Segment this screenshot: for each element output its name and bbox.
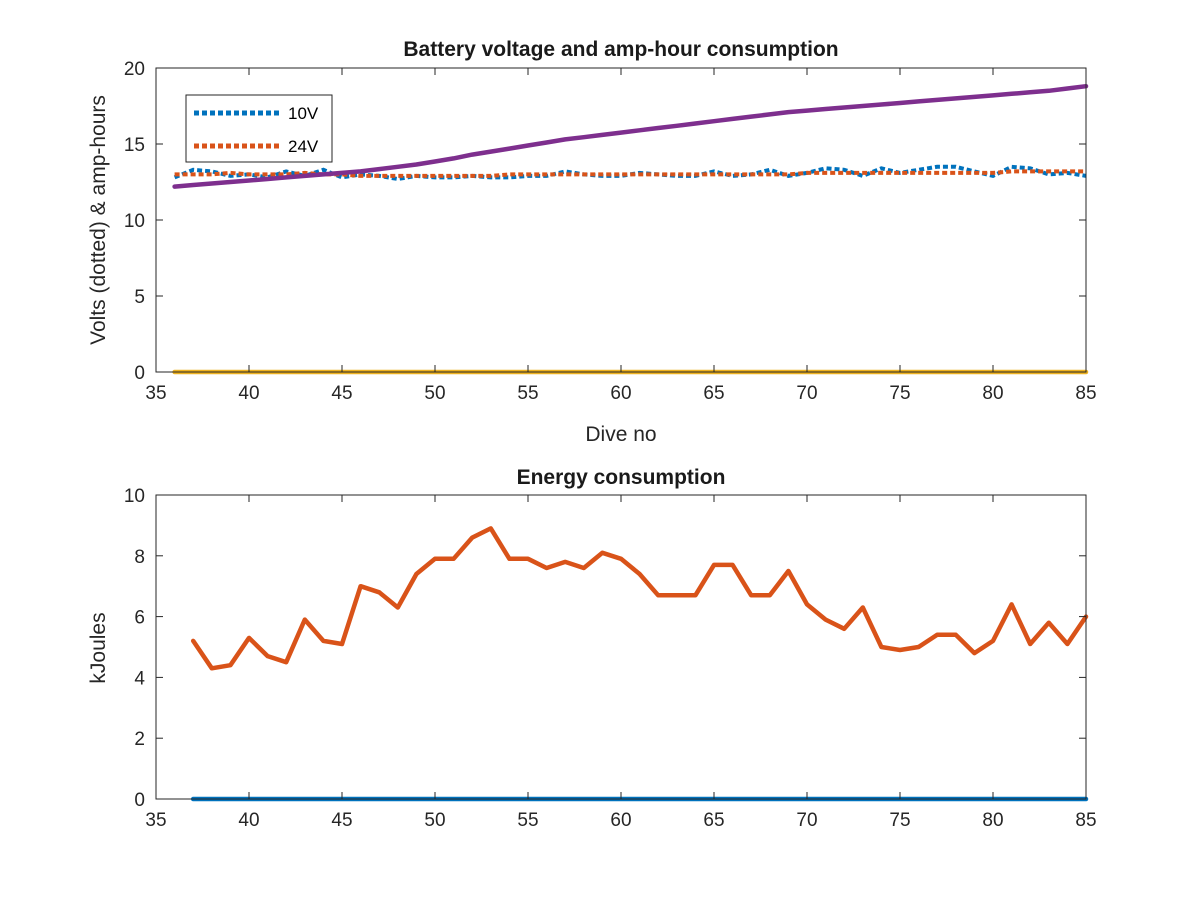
- bottom-plot-area: 35 40 45 50 55 60 65 70 75 80 85 0 2 4 6 8 10: [124, 486, 1097, 831]
- bottom-x-tick-label: 75: [889, 810, 910, 831]
- top-x-tick-label: 75: [889, 383, 910, 404]
- legend-box: [185, 94, 333, 163]
- top-x-tick-label: 50: [424, 383, 445, 404]
- top-series-line-2: [172, 83, 1089, 189]
- bottom-x-tick-label: 40: [238, 810, 259, 831]
- top-y-tick-label: 15: [124, 135, 145, 156]
- top-x-tick-label: 40: [238, 383, 259, 404]
- legend-label-10v: 10V: [288, 104, 319, 123]
- bottom-y-tick-label: 4: [134, 668, 145, 689]
- top-x-axis-label: Dive no: [585, 423, 656, 446]
- top-x-tick-label: 70: [796, 383, 817, 404]
- legend-label-24v: 24V: [288, 137, 319, 156]
- top-x-tick-label: 80: [982, 383, 1003, 404]
- top-y-tick-label: 20: [124, 59, 145, 80]
- bottom-y-tick-label: 10: [124, 486, 145, 507]
- bottom-y-tick-label: 6: [134, 608, 145, 629]
- bottom-x-tick-label: 45: [331, 810, 352, 831]
- bottom-x-tick-label: 35: [145, 810, 166, 831]
- top-y-axis-label: Volts (dotted) & amp-hours: [87, 95, 110, 345]
- bottom-x-tick-label: 50: [424, 810, 445, 831]
- top-x-tick-label: 55: [517, 383, 538, 404]
- top-chart-title: Battery voltage and amp-hour consumption: [403, 38, 838, 61]
- bottom-series-line-0: [190, 526, 1089, 671]
- top-x-tick-label: 65: [703, 383, 724, 404]
- bottom-y-tick-label: 8: [134, 547, 145, 568]
- bottom-x-tick-label: 80: [982, 810, 1003, 831]
- top-y-tick-label: 5: [134, 287, 145, 308]
- top-y-tick-label: 10: [124, 211, 145, 232]
- bottom-x-tick-label: 85: [1075, 810, 1096, 831]
- top-chart: Battery voltage and amp-hour consumption…: [87, 38, 1097, 446]
- bottom-y-axis-label: kJoules: [87, 612, 110, 683]
- top-x-tick-label: 60: [610, 383, 631, 404]
- bottom-x-tick-label: 60: [610, 810, 631, 831]
- bottom-x-tick-label: 55: [517, 810, 538, 831]
- bottom-chart: Energy consumption 35 40 45 50 55 60 65 70 75 80 8…: [87, 466, 1097, 831]
- bottom-y-tick-label: 2: [134, 729, 145, 750]
- top-y-tick-label: 0: [134, 363, 145, 384]
- top-legend: 10V 24V: [185, 94, 333, 163]
- bottom-x-tick-label: 70: [796, 810, 817, 831]
- top-x-tick-label: 35: [145, 383, 166, 404]
- top-plot-area: 35 40 45 50 55 60 65 70 75 80 85 0 5 10 15 20: [124, 59, 1097, 404]
- bottom-chart-title: Energy consumption: [517, 466, 726, 489]
- bottom-y-tick-label: 0: [134, 790, 145, 811]
- bottom-x-tick-label: 65: [703, 810, 724, 831]
- top-x-tick-label: 45: [331, 383, 352, 404]
- top-x-tick-label: 85: [1075, 383, 1096, 404]
